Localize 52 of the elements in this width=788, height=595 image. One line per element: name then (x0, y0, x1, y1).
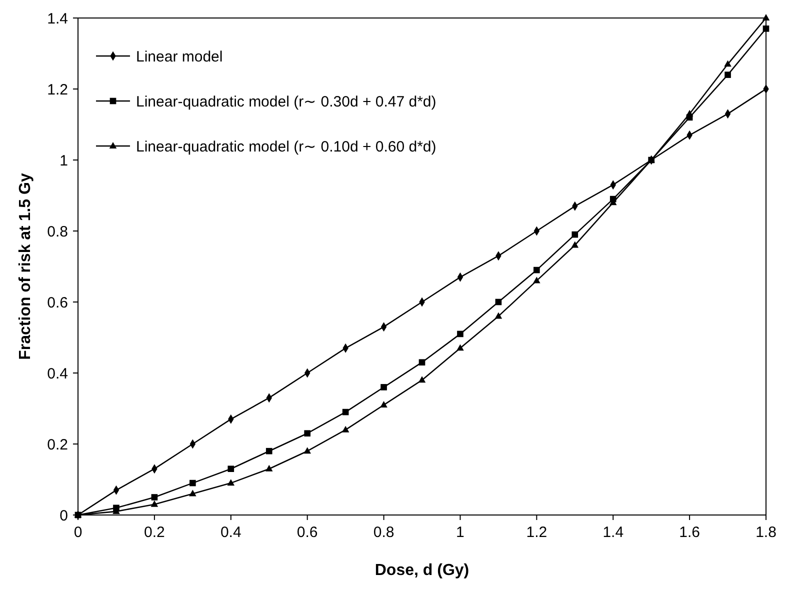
point (495, 298, 502, 306)
point (572, 231, 578, 238)
point (190, 480, 196, 486)
point (724, 60, 732, 67)
x-tick-label: 0.8 (373, 524, 394, 541)
x-tick-label: 1.6 (679, 524, 700, 541)
y-tick-label: 1.4 (47, 10, 68, 28)
point (380, 401, 388, 408)
x-tick-label: 1.8 (756, 524, 776, 541)
y-tick-label: 0.8 (47, 223, 68, 240)
point (380, 384, 387, 390)
legend-label: Linear-quadratic model (r∼ 0.30d + 0.47 d*d) (136, 93, 436, 110)
point (150, 500, 158, 507)
point (304, 430, 310, 437)
x-tick-label: 1 (456, 524, 464, 541)
point (724, 72, 731, 78)
point (342, 426, 350, 432)
y-axis-title: Fraction of risk at 1.5 Gy (17, 173, 34, 360)
legend-label: Linear model (136, 48, 223, 66)
point (265, 464, 273, 472)
y-tick-label: 0.2 (47, 436, 68, 454)
y-tick-label: 1 (60, 152, 68, 170)
y-tick-label: 0 (60, 507, 68, 524)
point (686, 110, 694, 116)
point (533, 276, 540, 284)
point (762, 14, 770, 21)
point (266, 448, 272, 454)
point (342, 408, 349, 416)
x-tick-label: 0.2 (144, 524, 165, 541)
point (227, 479, 235, 486)
point (418, 376, 426, 383)
y-tick-label: 0.6 (47, 294, 68, 312)
legend-label: Linear-quadratic model (r∼ 0.10d + 0.60 d*d) (136, 138, 436, 156)
point (494, 312, 502, 319)
point (534, 266, 540, 274)
point (418, 359, 426, 366)
x-tick-label: 0.4 (220, 524, 242, 541)
point (457, 330, 464, 338)
x-tick-label: 1.2 (526, 524, 548, 541)
point (189, 490, 196, 496)
x-tick-label: 0 (74, 524, 82, 541)
point (304, 447, 311, 454)
y-tick-label: 0.4 (47, 365, 68, 382)
point (762, 25, 770, 32)
x-tick-label: 1.4 (602, 524, 624, 541)
point (571, 241, 579, 248)
x-axis-title: Dose, d (Gy) (374, 562, 470, 579)
x-tick-label: 0.6 (296, 524, 318, 541)
y-tick-label: 1.2 (47, 81, 68, 98)
point (456, 344, 464, 351)
point (151, 494, 158, 500)
point (228, 466, 234, 472)
